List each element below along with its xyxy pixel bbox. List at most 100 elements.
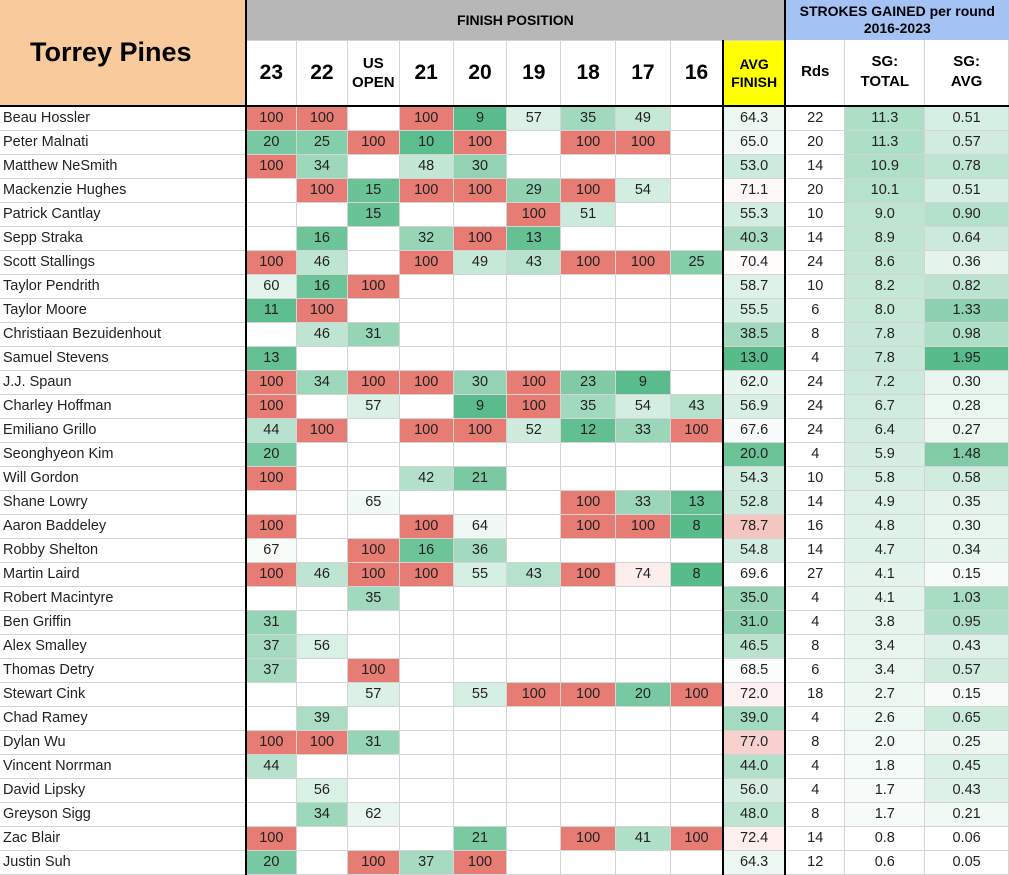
finish-cell bbox=[453, 658, 508, 683]
finish-cell bbox=[615, 778, 671, 803]
finish-cell bbox=[245, 178, 298, 203]
finish-cell: 100 bbox=[245, 154, 298, 179]
table-row: Ben Griffin 31 31.0 4 3.8 0.95 bbox=[0, 610, 1009, 635]
sg-avg-cell: 0.43 bbox=[924, 634, 1009, 659]
finish-cell bbox=[506, 298, 562, 323]
finish-cell bbox=[347, 154, 400, 179]
finish-cell bbox=[506, 706, 562, 731]
finish-cell: 100 bbox=[296, 418, 348, 443]
finish-cell bbox=[506, 778, 562, 803]
finish-cell: 35 bbox=[347, 586, 400, 611]
finish-cell bbox=[670, 706, 725, 731]
finish-cell bbox=[670, 538, 725, 563]
finish-cell: 62 bbox=[347, 802, 400, 827]
rounds-cell: 8 bbox=[785, 634, 846, 659]
finish-cell: 100 bbox=[245, 514, 298, 539]
finish-cell: 56 bbox=[296, 778, 348, 803]
avg-finish-cell: 64.3 bbox=[723, 850, 787, 875]
sg-avg-cell: 0.05 bbox=[924, 850, 1009, 875]
finish-cell bbox=[399, 658, 454, 683]
finish-cell bbox=[453, 754, 508, 779]
finish-cell: 100 bbox=[245, 105, 298, 131]
finish-cell bbox=[506, 730, 562, 755]
year-header: 18 bbox=[560, 40, 617, 107]
player-name: Chad Ramey bbox=[0, 706, 247, 731]
finish-cell bbox=[506, 754, 562, 779]
finish-cell: 100 bbox=[615, 514, 671, 539]
sg-avg-cell: 0.28 bbox=[924, 394, 1009, 419]
player-name: Charley Hoffman bbox=[0, 394, 247, 419]
finish-cell bbox=[453, 778, 508, 803]
finish-cell: 100 bbox=[560, 178, 617, 203]
avg-finish-cell: 46.5 bbox=[723, 634, 787, 659]
player-rows: Beau Hossler 100 100 100 9 57 35 49 64.3 22 11.3 0.… bbox=[0, 105, 1009, 875]
finish-cell: 100 bbox=[560, 130, 617, 155]
finish-cell bbox=[453, 730, 508, 755]
finish-cell bbox=[560, 658, 617, 683]
finish-cell: 100 bbox=[453, 226, 508, 251]
finish-cell bbox=[615, 658, 671, 683]
finish-cell: 100 bbox=[506, 370, 562, 395]
finish-cell: 100 bbox=[347, 562, 400, 587]
sg-avg-cell: 0.27 bbox=[924, 418, 1009, 443]
player-name: Robby Shelton bbox=[0, 538, 247, 563]
finish-cell bbox=[453, 610, 508, 635]
finish-cell bbox=[506, 130, 562, 155]
sg-total-cell: 8.2 bbox=[844, 274, 926, 299]
sg-total-cell: 10.9 bbox=[844, 154, 926, 179]
sg-total-cell: 3.8 bbox=[844, 610, 926, 635]
finish-cell bbox=[560, 538, 617, 563]
finish-cell: 100 bbox=[347, 658, 400, 683]
finish-cell bbox=[296, 850, 348, 875]
finish-cell bbox=[560, 586, 617, 611]
finish-cell: 100 bbox=[453, 418, 508, 443]
table-row: Christiaan Bezuidenhout 46 31 38.5 8 7.8 0.98 bbox=[0, 322, 1009, 347]
rounds-cell: 4 bbox=[785, 778, 846, 803]
finish-cell: 32 bbox=[399, 226, 454, 251]
finish-cell bbox=[560, 346, 617, 371]
sg-avg-cell: 0.78 bbox=[924, 154, 1009, 179]
finish-cell: 100 bbox=[245, 826, 298, 851]
player-name: Samuel Stevens bbox=[0, 346, 247, 371]
rounds-cell: 4 bbox=[785, 586, 846, 611]
player-name: Will Gordon bbox=[0, 466, 247, 491]
sg-total-cell: 5.8 bbox=[844, 466, 926, 491]
finish-cell bbox=[670, 154, 725, 179]
finish-cell: 39 bbox=[296, 706, 348, 731]
avg-finish-cell: 67.6 bbox=[723, 418, 787, 443]
finish-cell: 100 bbox=[296, 178, 348, 203]
rounds-cell: 10 bbox=[785, 202, 846, 227]
player-name: David Lipsky bbox=[0, 778, 247, 803]
finish-cell: 54 bbox=[615, 178, 671, 203]
finish-cell bbox=[615, 586, 671, 611]
finish-cell: 44 bbox=[245, 418, 298, 443]
rds-header: Rds bbox=[784, 40, 846, 107]
player-name: J.J. Spaun bbox=[0, 370, 247, 395]
finish-cell bbox=[506, 826, 562, 851]
finish-cell bbox=[453, 322, 508, 347]
finish-cell bbox=[399, 802, 454, 827]
rounds-cell: 8 bbox=[785, 802, 846, 827]
finish-cell: 31 bbox=[347, 730, 400, 755]
table-row: Scott Stallings 100 46 100 49 43 100 100 25 70.4 2… bbox=[0, 250, 1009, 275]
finish-cell bbox=[453, 490, 508, 515]
avg-finish-cell: 35.0 bbox=[723, 586, 787, 611]
player-name: Scott Stallings bbox=[0, 250, 247, 275]
finish-cell bbox=[615, 346, 671, 371]
table-row: Emiliano Grillo 44 100 100 100 52 12 33 100 67.6 2… bbox=[0, 418, 1009, 443]
finish-cell bbox=[399, 706, 454, 731]
sg-total-cell: 8.9 bbox=[844, 226, 926, 251]
strokes-gained-label: STROKES GAINED per round 2016-2023 bbox=[799, 3, 995, 36]
finish-cell: 100 bbox=[560, 250, 617, 275]
sg-avg-cell: 0.43 bbox=[924, 778, 1009, 803]
player-name: Christiaan Bezuidenhout bbox=[0, 322, 247, 347]
sg-total-cell: 7.8 bbox=[844, 322, 926, 347]
sg-avg-cell: 0.34 bbox=[924, 538, 1009, 563]
sg-avg-cell: 1.03 bbox=[924, 586, 1009, 611]
finish-cell bbox=[245, 682, 298, 707]
table-row: Patrick Cantlay 15 100 51 55.3 10 9.0 0.90 bbox=[0, 202, 1009, 227]
finish-cell bbox=[506, 442, 562, 467]
sg-avg-cell: 0.15 bbox=[924, 682, 1009, 707]
table-row: Samuel Stevens 13 13.0 4 7.8 1.95 bbox=[0, 346, 1009, 371]
